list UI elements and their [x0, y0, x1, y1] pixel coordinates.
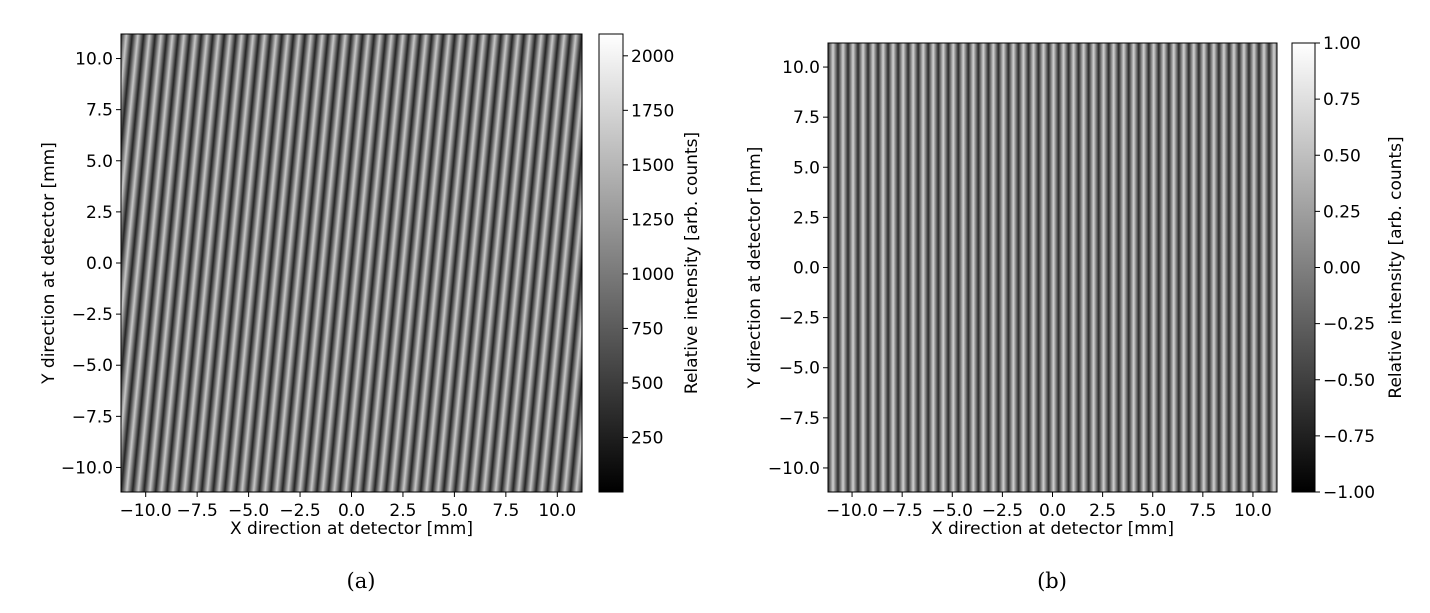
colorbar [598, 33, 624, 493]
panel-caption: (b) [1037, 569, 1067, 593]
x-tick-label: 0.0 [1039, 501, 1066, 521]
colorbar-tick-label: 250 [631, 428, 663, 448]
y-tick-label: 7.5 [86, 101, 113, 121]
y-tick-label: 2.5 [793, 208, 820, 228]
y-tick-label: 0.0 [793, 259, 820, 279]
y-tick-label: 2.5 [86, 203, 113, 223]
fringe-image [121, 34, 582, 492]
y-tick-label: 0.0 [86, 254, 113, 274]
y-tick-label: −10.0 [61, 458, 113, 478]
colorbar-tick-label: −0.50 [1323, 371, 1375, 391]
colorbar-tick-label: 1750 [631, 101, 674, 121]
x-tick-label: 10.0 [538, 501, 576, 521]
panel-a: −10.0 −7.5 −5.0 −2.5 0.0 2.5 5.0 7.5 10.010.07.5… [39, 33, 702, 593]
y-tick-label: 5.0 [793, 158, 820, 178]
y-tick-label: 10.0 [75, 50, 113, 70]
y-tick-label: −10.0 [768, 459, 820, 479]
x-tick-label: −10.0 [120, 501, 172, 521]
x-tick-label: −10.0 [826, 501, 878, 521]
x-axis-label: X direction at detector [mm] [931, 519, 1174, 539]
colorbar-tick-label: 750 [631, 319, 663, 339]
x-tick-label: −5.0 [228, 501, 269, 521]
x-tick-label: 10.0 [1234, 501, 1272, 521]
colorbar-label: Relative intensity [arb. counts] [682, 132, 702, 394]
x-tick-label: −5.0 [932, 501, 973, 521]
y-tick-label: −7.5 [72, 407, 113, 427]
x-tick-label: 7.5 [492, 501, 519, 521]
colorbar-tick-label: 0.00 [1323, 259, 1361, 279]
fringe-image [828, 43, 1277, 492]
colorbar-tick-label: 0.25 [1323, 202, 1361, 222]
y-tick-label: −2.5 [72, 305, 113, 325]
colorbar-tick-label: −0.75 [1323, 427, 1375, 447]
y-tick-label: 10.0 [782, 58, 820, 78]
y-axis-label: Y direction at detector [mm] [745, 147, 765, 390]
x-tick-label: 5.0 [1139, 501, 1166, 521]
colorbar-tick-label: 1000 [631, 265, 674, 285]
x-tick-label: −2.5 [279, 501, 320, 521]
y-tick-label: 7.5 [793, 108, 820, 128]
colorbar-tick-label: −0.25 [1323, 315, 1375, 335]
x-tick-label: 0.0 [338, 501, 365, 521]
x-tick-label: 7.5 [1189, 501, 1216, 521]
y-tick-label: −5.0 [72, 356, 113, 376]
x-tick-label: −7.5 [177, 501, 218, 521]
colorbar-tick-label: 500 [631, 374, 663, 394]
colorbar-tick-label: 0.50 [1323, 146, 1361, 166]
colorbar [1291, 42, 1316, 493]
x-tick-label: 2.5 [389, 501, 416, 521]
y-tick-label: −2.5 [779, 309, 820, 329]
y-tick-label: 5.0 [86, 152, 113, 172]
colorbar-tick-label: 2000 [631, 47, 674, 67]
x-axis-label: X direction at detector [mm] [230, 519, 473, 539]
colorbar-tick-label: 1500 [631, 156, 674, 176]
x-tick-label: 5.0 [441, 501, 468, 521]
panel-caption: (a) [347, 569, 376, 593]
colorbar-tick-label: 1.00 [1323, 34, 1361, 54]
colorbar-tick-label: 0.75 [1323, 90, 1361, 110]
y-tick-label: −7.5 [779, 409, 820, 429]
x-tick-label: 2.5 [1089, 501, 1116, 521]
x-tick-label: −7.5 [882, 501, 923, 521]
colorbar-tick-label: −1.00 [1323, 483, 1375, 503]
colorbar-tick-label: 1250 [631, 210, 674, 230]
y-tick-label: −5.0 [779, 359, 820, 379]
y-axis-label: Y direction at detector [mm] [39, 142, 59, 385]
x-tick-label: −2.5 [982, 501, 1023, 521]
panel-b: −10.0 −7.5 −5.0 −2.5 0.0 2.5 5.0 7.5 10.010.07.5… [745, 34, 1406, 593]
colorbar-label: Relative intensity [arb. counts] [1386, 136, 1406, 398]
